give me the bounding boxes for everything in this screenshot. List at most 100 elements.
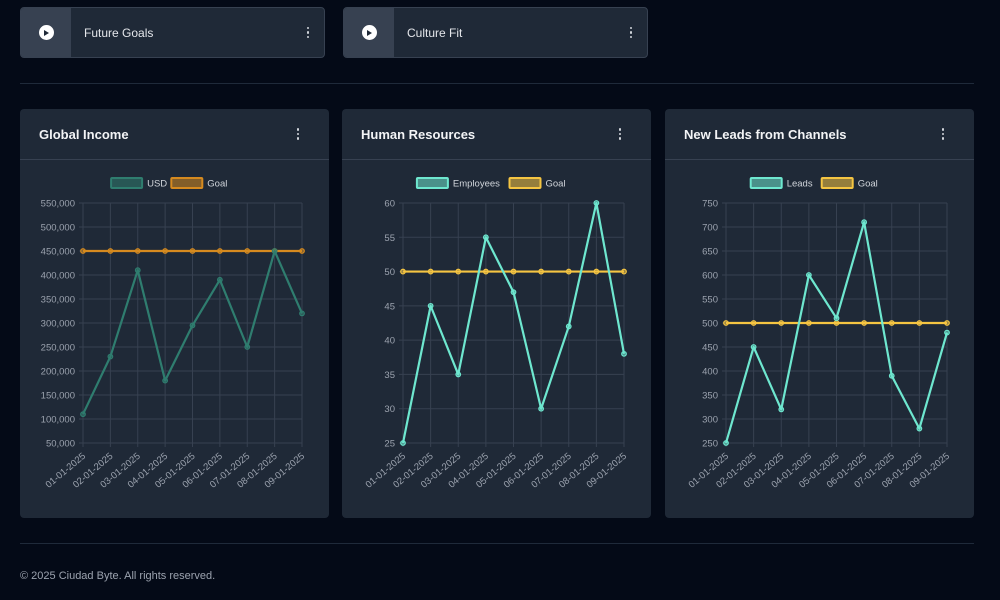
- y-tick-label: 30: [384, 404, 395, 415]
- more-options-icon[interactable]: [610, 124, 630, 144]
- data-point: [400, 440, 406, 446]
- data-point: [750, 320, 757, 326]
- data-point: [482, 268, 489, 275]
- data-point: [107, 353, 114, 360]
- data-point: [299, 310, 305, 317]
- more-options-icon[interactable]: [298, 23, 318, 43]
- divider: [20, 543, 974, 544]
- data-point: [916, 320, 923, 326]
- data-point: [244, 248, 251, 254]
- y-tick-label: 250: [702, 439, 718, 450]
- data-point: [427, 268, 434, 275]
- line-chart: Employees Goal253035404550556001-01-20250…: [364, 177, 629, 491]
- data-point: [750, 344, 757, 350]
- legend-swatch: [508, 177, 542, 189]
- legend-label: Employees: [453, 179, 500, 190]
- y-tick-label: 350: [702, 391, 718, 402]
- data-point: [216, 248, 223, 254]
- data-point: [621, 268, 627, 275]
- data-point: [723, 440, 729, 446]
- legend-label: Goal: [546, 179, 566, 190]
- data-point: [510, 289, 517, 296]
- y-tick-label: 150,000: [41, 391, 75, 402]
- y-tick-label: 35: [384, 370, 395, 381]
- video-thumbnail[interactable]: [344, 8, 394, 57]
- data-point: [723, 320, 729, 326]
- data-point: [621, 350, 627, 357]
- video-title: Future Goals: [84, 25, 154, 40]
- y-tick-label: 40: [384, 336, 395, 347]
- data-point: [778, 320, 785, 326]
- y-tick-label: 500: [702, 319, 718, 330]
- chart-card-new-leads: New Leads from Channels Leads Goal 250 300 3…: [665, 109, 974, 518]
- data-point: [455, 268, 462, 275]
- y-tick-label: 350,000: [41, 295, 75, 306]
- data-point: [593, 268, 600, 275]
- y-tick-label: 200,000: [41, 367, 75, 378]
- data-point: [400, 268, 406, 275]
- video-card-culture-fit[interactable]: Culture Fit: [343, 7, 648, 58]
- legend-swatch: [749, 177, 783, 189]
- data-point: [189, 322, 196, 329]
- data-point: [244, 344, 251, 350]
- data-point: [107, 248, 114, 254]
- data-point: [427, 302, 434, 309]
- legend-item: Goal: [170, 177, 227, 190]
- data-point: [565, 323, 572, 330]
- y-tick-label: 25: [384, 439, 395, 450]
- y-tick-label: 50,000: [46, 439, 75, 450]
- y-tick-label: 550: [702, 295, 718, 306]
- data-point: [861, 219, 868, 226]
- more-options-icon[interactable]: [288, 124, 308, 144]
- more-options-icon[interactable]: [621, 23, 641, 43]
- y-tick-label: 100,000: [41, 415, 75, 426]
- legend-label: Leads: [787, 179, 813, 190]
- legend-label: Goal: [858, 179, 878, 190]
- play-icon[interactable]: [38, 25, 54, 40]
- chart-title: Global Income: [39, 126, 129, 142]
- y-tick-label: 700: [702, 223, 718, 234]
- video-thumbnail[interactable]: [21, 8, 71, 57]
- line-chart: Leads Goal 250 300 350 400 450 500 550 600 650 700 7…: [687, 177, 952, 491]
- video-title: Culture Fit: [407, 25, 463, 40]
- data-point: [593, 200, 600, 206]
- line-chart: USD Goal 50,000 100,000 150,000 200,000 250,00…: [41, 177, 307, 491]
- data-point: [805, 320, 812, 326]
- legend-item: Leads: [749, 177, 813, 190]
- y-tick-label: 600: [702, 271, 718, 282]
- data-point: [80, 248, 86, 254]
- data-point: [80, 411, 86, 418]
- data-point: [916, 425, 923, 432]
- y-tick-label: 500,000: [41, 223, 75, 234]
- data-point: [271, 248, 278, 254]
- data-point: [805, 272, 812, 278]
- y-tick-label: 300: [702, 415, 718, 426]
- data-point: [833, 320, 840, 326]
- y-tick-label: 750: [702, 199, 718, 210]
- video-card-future-goals[interactable]: Future Goals: [20, 7, 325, 58]
- data-point: [134, 267, 141, 274]
- data-point: [189, 248, 196, 254]
- data-point: [861, 320, 868, 326]
- legend-item: Employees: [415, 177, 500, 190]
- y-tick-label: 300,000: [41, 319, 75, 330]
- divider: [20, 83, 974, 84]
- footer-copyright: © 2025 Ciudad Byte. All rights reserved.: [20, 570, 216, 582]
- more-options-icon[interactable]: [933, 124, 953, 144]
- data-point: [162, 248, 169, 254]
- data-point: [778, 406, 785, 413]
- data-point: [944, 320, 950, 326]
- legend-label: USD: [147, 179, 167, 190]
- data-point: [888, 320, 895, 326]
- legend-item: USD: [110, 177, 167, 190]
- legend-label: Goal: [207, 179, 227, 190]
- data-point: [510, 268, 517, 275]
- play-icon[interactable]: [361, 25, 377, 40]
- y-tick-label: 50: [384, 267, 395, 278]
- chart-card-human-resources: Human Resources Employees Goal 25 30 35 40 45 5…: [342, 109, 651, 518]
- legend-item: Goal: [508, 177, 566, 190]
- y-tick-label: 450,000: [41, 247, 75, 258]
- data-point: [216, 276, 223, 283]
- y-tick-label: 400,000: [41, 271, 75, 282]
